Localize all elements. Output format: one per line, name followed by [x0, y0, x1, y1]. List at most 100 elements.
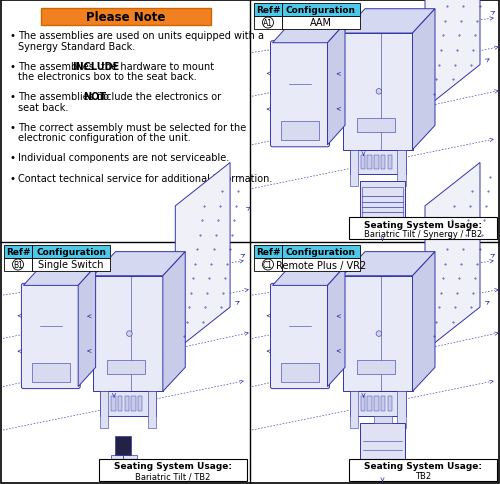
- Bar: [368, 396, 372, 411]
- Text: Seating System Usage:: Seating System Usage:: [364, 220, 482, 229]
- Circle shape: [126, 331, 132, 337]
- Circle shape: [12, 259, 24, 271]
- Polygon shape: [328, 267, 345, 387]
- Bar: [32, 258, 110, 272]
- Polygon shape: [425, 163, 480, 351]
- Text: Please Note: Please Note: [86, 11, 165, 24]
- Text: seat back.: seat back.: [18, 103, 68, 112]
- Text: NOT: NOT: [84, 92, 106, 102]
- Bar: [254, 17, 282, 30]
- Bar: [360, 155, 365, 170]
- Polygon shape: [342, 10, 435, 34]
- Text: Configuration: Configuration: [36, 247, 106, 257]
- Bar: [107, 361, 146, 374]
- Bar: [397, 151, 406, 187]
- Text: Contact technical service for additional information.: Contact technical service for additional…: [18, 173, 272, 183]
- Text: •: •: [9, 61, 15, 72]
- Bar: [254, 245, 282, 258]
- Bar: [350, 151, 406, 175]
- Circle shape: [376, 90, 382, 95]
- Bar: [100, 392, 156, 416]
- Bar: [4, 245, 32, 258]
- Text: Ref#: Ref#: [256, 247, 280, 257]
- Bar: [282, 258, 360, 272]
- Text: TB2: TB2: [415, 471, 431, 481]
- Text: The assemblies: The assemblies: [18, 61, 97, 72]
- Text: Seating System Usage:: Seating System Usage:: [364, 462, 482, 470]
- Bar: [350, 392, 406, 416]
- Bar: [99, 459, 247, 481]
- Bar: [40, 9, 210, 26]
- Text: Ref#: Ref#: [6, 247, 30, 257]
- Bar: [282, 4, 360, 17]
- Text: Remote Plus / VR2: Remote Plus / VR2: [276, 260, 366, 270]
- Bar: [138, 396, 142, 411]
- Text: The correct assembly must be selected for the: The correct assembly must be selected fo…: [18, 122, 246, 133]
- Bar: [360, 423, 405, 476]
- FancyBboxPatch shape: [270, 42, 330, 148]
- Bar: [342, 34, 412, 151]
- Circle shape: [262, 259, 274, 271]
- Text: include the electronics or: include the electronics or: [94, 92, 222, 102]
- Bar: [381, 155, 386, 170]
- Polygon shape: [412, 10, 435, 151]
- Text: Bariatric Tilt / TB2: Bariatric Tilt / TB2: [136, 471, 210, 481]
- Bar: [4, 258, 32, 272]
- Bar: [148, 392, 156, 428]
- Text: AAM: AAM: [310, 18, 332, 29]
- Text: Individual components are not serviceable.: Individual components are not serviceabl…: [18, 153, 230, 163]
- Text: electronic configuration of the unit.: electronic configuration of the unit.: [18, 133, 191, 143]
- Circle shape: [376, 331, 382, 337]
- Circle shape: [262, 18, 274, 29]
- Bar: [132, 396, 136, 411]
- Bar: [115, 436, 130, 454]
- Text: A1: A1: [263, 19, 273, 28]
- Bar: [356, 119, 395, 133]
- Bar: [118, 396, 122, 411]
- Bar: [388, 155, 392, 170]
- Bar: [342, 276, 412, 392]
- Bar: [360, 182, 405, 235]
- Bar: [112, 396, 116, 411]
- Bar: [349, 459, 497, 481]
- Bar: [100, 392, 108, 428]
- Bar: [281, 122, 320, 140]
- Bar: [397, 392, 406, 428]
- Bar: [93, 276, 163, 392]
- Bar: [282, 245, 360, 258]
- Polygon shape: [425, 0, 480, 109]
- Bar: [356, 361, 395, 374]
- Text: Seating System Usage:: Seating System Usage:: [114, 462, 232, 470]
- Bar: [374, 396, 378, 411]
- Text: Configuration: Configuration: [286, 6, 356, 15]
- Polygon shape: [412, 252, 435, 392]
- Text: The assemblies are used on units equipped with a: The assemblies are used on units equippe…: [18, 31, 264, 41]
- Bar: [281, 363, 320, 382]
- Bar: [350, 392, 358, 428]
- Bar: [368, 155, 372, 170]
- Text: •: •: [9, 92, 15, 102]
- Bar: [254, 4, 282, 17]
- Bar: [254, 258, 282, 272]
- Text: Single Switch: Single Switch: [38, 260, 104, 270]
- Bar: [110, 454, 138, 470]
- Polygon shape: [176, 163, 230, 351]
- Polygon shape: [24, 267, 96, 286]
- FancyBboxPatch shape: [270, 284, 330, 389]
- Text: Ref#: Ref#: [256, 6, 280, 15]
- Polygon shape: [328, 24, 345, 146]
- Text: Synergy Standard Back.: Synergy Standard Back.: [18, 42, 136, 51]
- Bar: [349, 217, 497, 240]
- Bar: [124, 396, 129, 411]
- Polygon shape: [272, 267, 345, 286]
- Bar: [388, 396, 392, 411]
- Bar: [381, 396, 386, 411]
- Polygon shape: [342, 252, 435, 276]
- Text: the electronics box to the seat back.: the electronics box to the seat back.: [18, 72, 197, 82]
- Bar: [282, 17, 360, 30]
- Text: C1: C1: [263, 260, 273, 270]
- Text: the hardware to mount: the hardware to mount: [98, 61, 214, 72]
- Text: •: •: [9, 153, 15, 163]
- Bar: [32, 245, 110, 258]
- Text: Bariatric Tilt / Synergy / TB2: Bariatric Tilt / Synergy / TB2: [364, 230, 482, 239]
